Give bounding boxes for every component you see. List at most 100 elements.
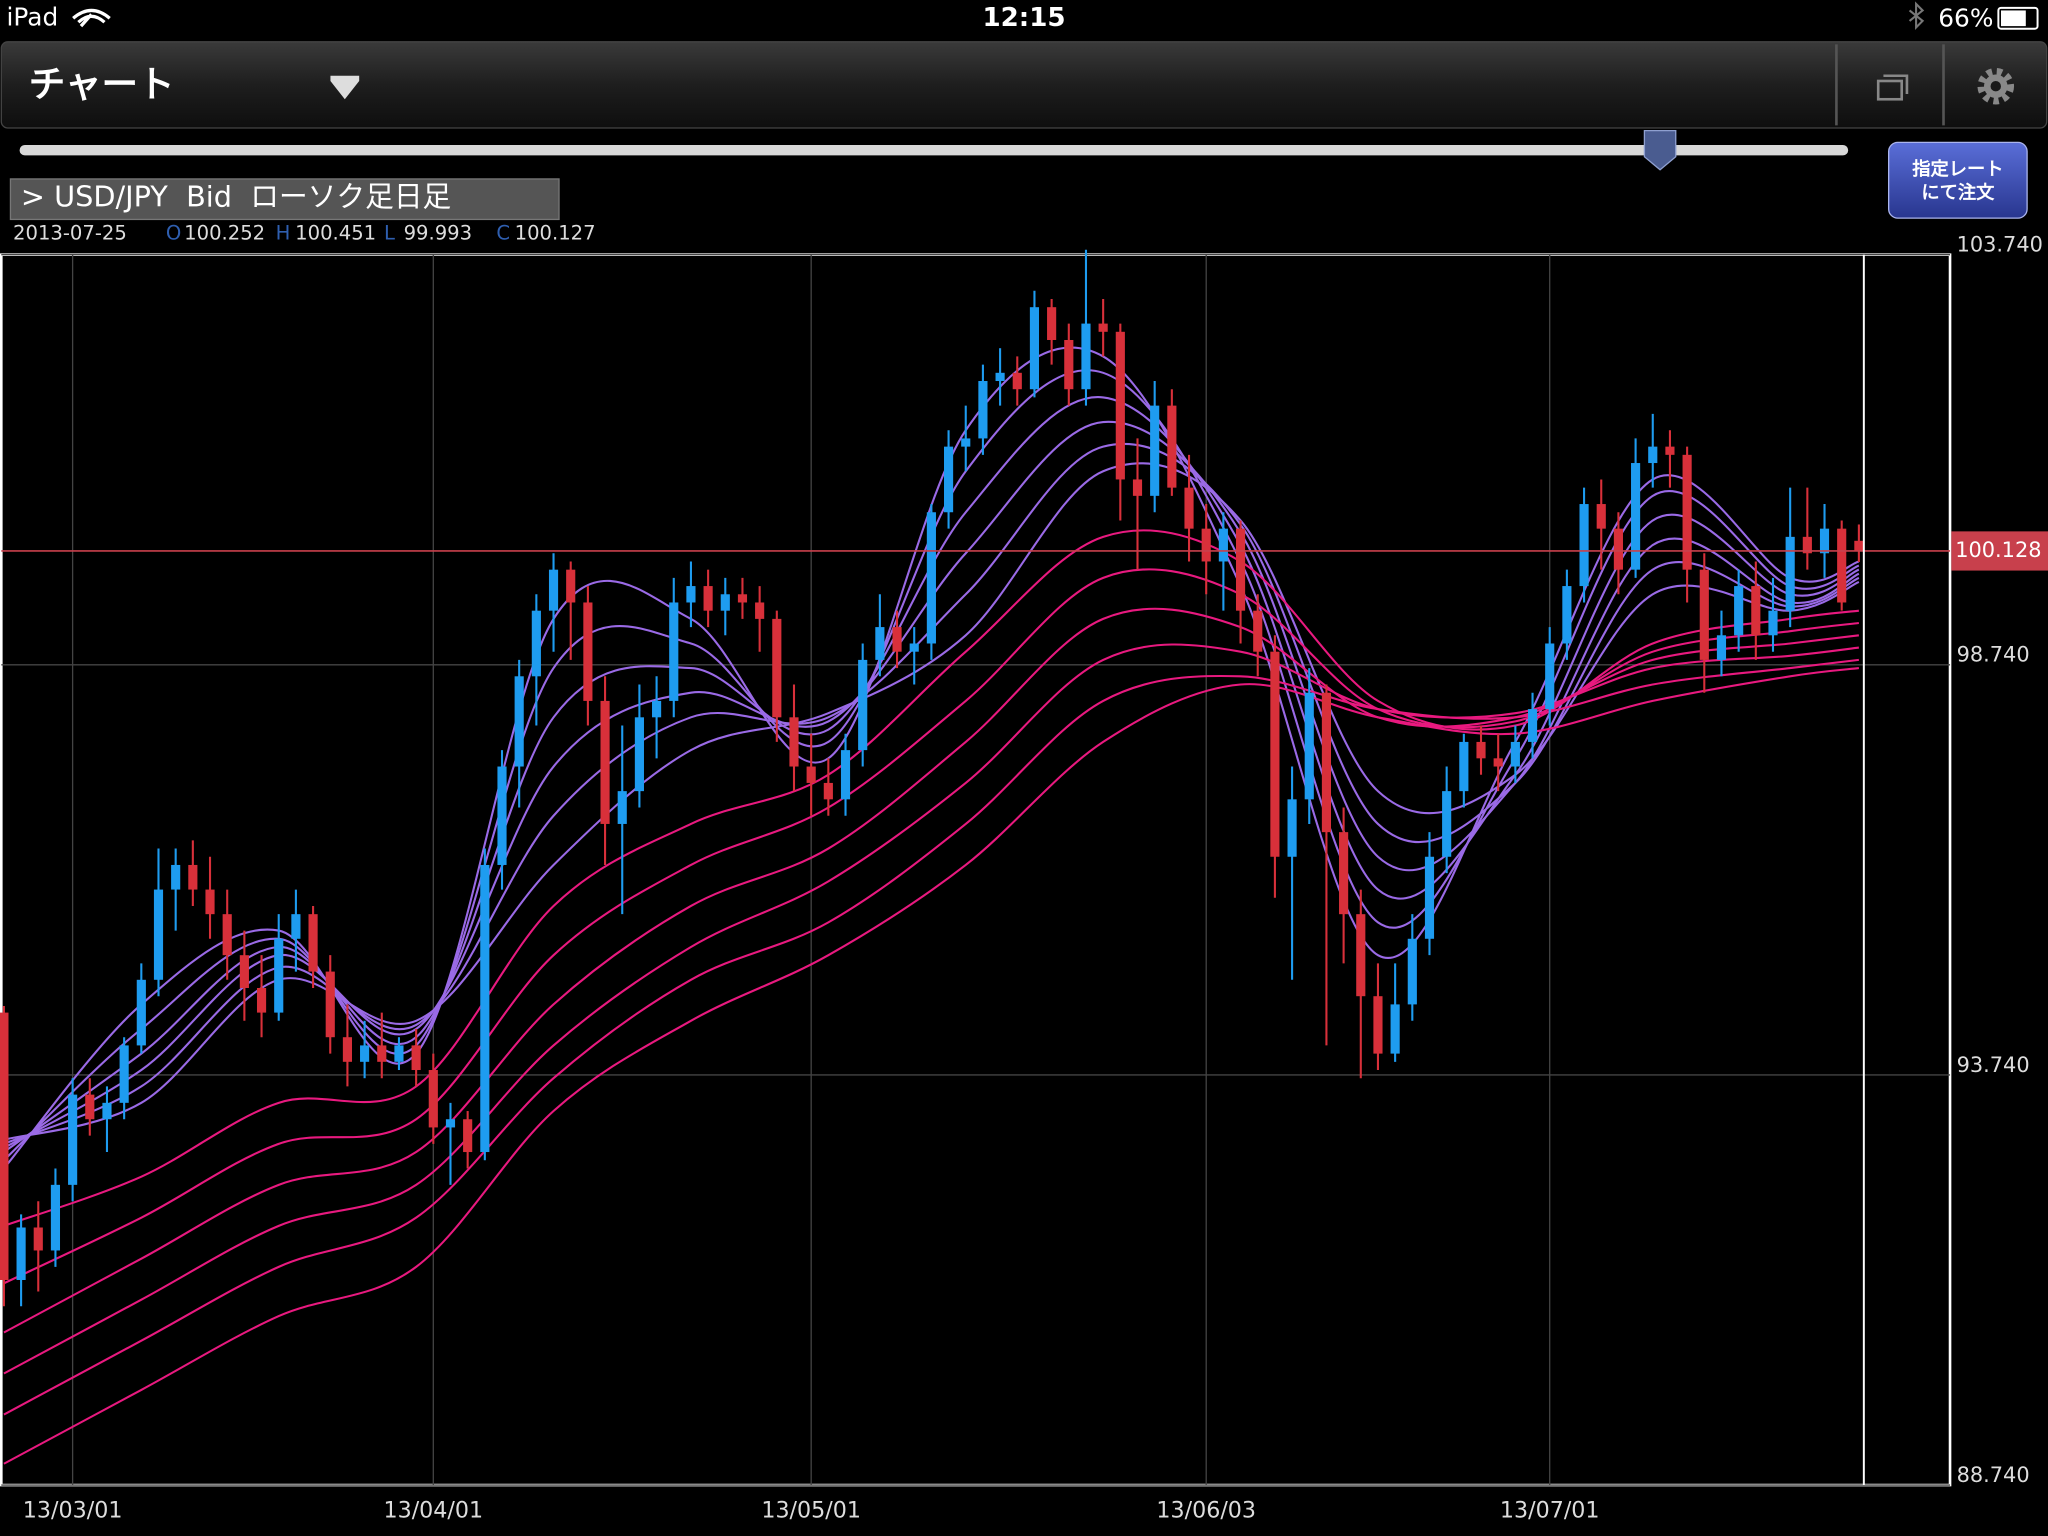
ohlc-label: O: [166, 221, 181, 244]
candle-body: [1768, 610, 1778, 636]
candle-body: [102, 1102, 112, 1120]
candle-body: [1184, 487, 1194, 529]
current-price-label: 100.128: [1955, 538, 2041, 562]
candle-body: [1751, 586, 1761, 636]
x-tick-label: 13/04/01: [383, 1498, 483, 1524]
device-name: iPad: [7, 2, 59, 31]
ohlc-label: H: [276, 221, 291, 244]
candle-body: [1098, 323, 1108, 332]
candle-body: [50, 1184, 61, 1251]
candle-body: [0, 1012, 9, 1280]
candle-body: [188, 864, 198, 890]
candle-body: [1167, 405, 1177, 488]
ohlc-value: 100.451: [295, 221, 376, 244]
window-button[interactable]: [1876, 74, 1909, 101]
candle-body: [531, 610, 541, 677]
candle-body: [978, 381, 988, 439]
candle-body: [772, 618, 782, 718]
settings-button[interactable]: [1977, 67, 2015, 105]
candle-body: [360, 1045, 370, 1062]
candle-body: [1442, 791, 1452, 857]
moving-average-line: [3, 442, 1860, 1145]
y-tick-label: 103.740: [1957, 233, 2043, 257]
bluetooth-icon: [1908, 1, 1925, 30]
candle-body: [806, 766, 816, 783]
candle-body: [445, 1119, 456, 1128]
candle-body: [136, 979, 146, 1046]
candle-body: [566, 569, 576, 603]
candle-body: [669, 602, 679, 701]
candle-body: [909, 643, 919, 652]
gear-hole: [1990, 80, 2001, 92]
candle-body: [1785, 536, 1795, 611]
candle-body: [634, 717, 644, 792]
candle-body: [153, 889, 164, 980]
candle-body: [1321, 692, 1332, 833]
candle-body: [222, 914, 232, 956]
window-icon-back: [1883, 74, 1909, 95]
candle-body: [1304, 692, 1314, 800]
plot-area: [0, 249, 1951, 1486]
candle-body: [1510, 741, 1520, 767]
ohlc-label: C: [496, 221, 510, 244]
candle-body: [548, 569, 559, 611]
candle-body: [325, 971, 335, 1038]
candle-body: [411, 1045, 421, 1071]
candle-body: [737, 594, 748, 603]
candle-body: [480, 864, 490, 1153]
wifi-icon: [72, 8, 111, 28]
candle-body: [961, 438, 971, 447]
candle-body: [1493, 758, 1503, 767]
candle-body: [720, 594, 730, 611]
candle-body: [1424, 856, 1435, 939]
candle-body: [1459, 741, 1469, 792]
candle-body: [944, 446, 954, 513]
candle-body: [600, 700, 610, 824]
candle-body: [1699, 569, 1709, 660]
candle-body: [1648, 446, 1658, 464]
candle-body: [583, 602, 593, 701]
candle-body: [1064, 339, 1074, 390]
candle-body: [703, 586, 713, 611]
candle-body: [205, 889, 215, 915]
candle-body: [1734, 586, 1744, 636]
candle-body: [85, 1094, 95, 1120]
order-button[interactable]: 指定レート にて注文: [1887, 141, 2028, 219]
moving-average-line: [3, 643, 1859, 1375]
candle-body: [1682, 454, 1692, 570]
candle-body: [342, 1037, 352, 1062]
candle-body: [308, 914, 318, 972]
moving-average-line: [3, 658, 1859, 1416]
candle-body: [1029, 307, 1040, 390]
candle-body: [428, 1070, 438, 1128]
candle-body: [840, 750, 851, 800]
candle-body: [1631, 463, 1641, 570]
range-slider-track[interactable]: [19, 144, 1849, 156]
candle-body: [1373, 996, 1383, 1054]
moving-average-line: [3, 369, 1860, 1161]
candle-body: [171, 864, 181, 890]
ohlc-date: 2013-07-25: [13, 221, 127, 244]
gear-teeth: [1977, 67, 2015, 105]
candle-body: [1613, 528, 1623, 570]
candle-body: [1132, 479, 1143, 496]
y-tick-label: 98.740: [1957, 643, 2030, 667]
ohlc-value: 100.252: [184, 221, 265, 244]
candle-body: [1218, 528, 1228, 562]
symbol-box[interactable]: [9, 178, 560, 221]
candle-body: [1545, 643, 1555, 710]
candle-body: [926, 512, 936, 644]
range-slider-thumb[interactable]: [1643, 129, 1677, 171]
candle-body: [789, 717, 799, 767]
candle-body: [875, 627, 885, 660]
candle-body: [755, 602, 765, 619]
candle-body: [1047, 307, 1057, 340]
window-icon: [1876, 79, 1904, 101]
candle-body: [617, 791, 627, 824]
battery-icon: [1997, 6, 2039, 30]
order-button-bg: [1887, 141, 2028, 219]
ohlc-value: 99.993: [404, 221, 473, 244]
dropdown-toggle[interactable]: [330, 75, 360, 100]
y-tick-label: 88.740: [1957, 1463, 2030, 1487]
